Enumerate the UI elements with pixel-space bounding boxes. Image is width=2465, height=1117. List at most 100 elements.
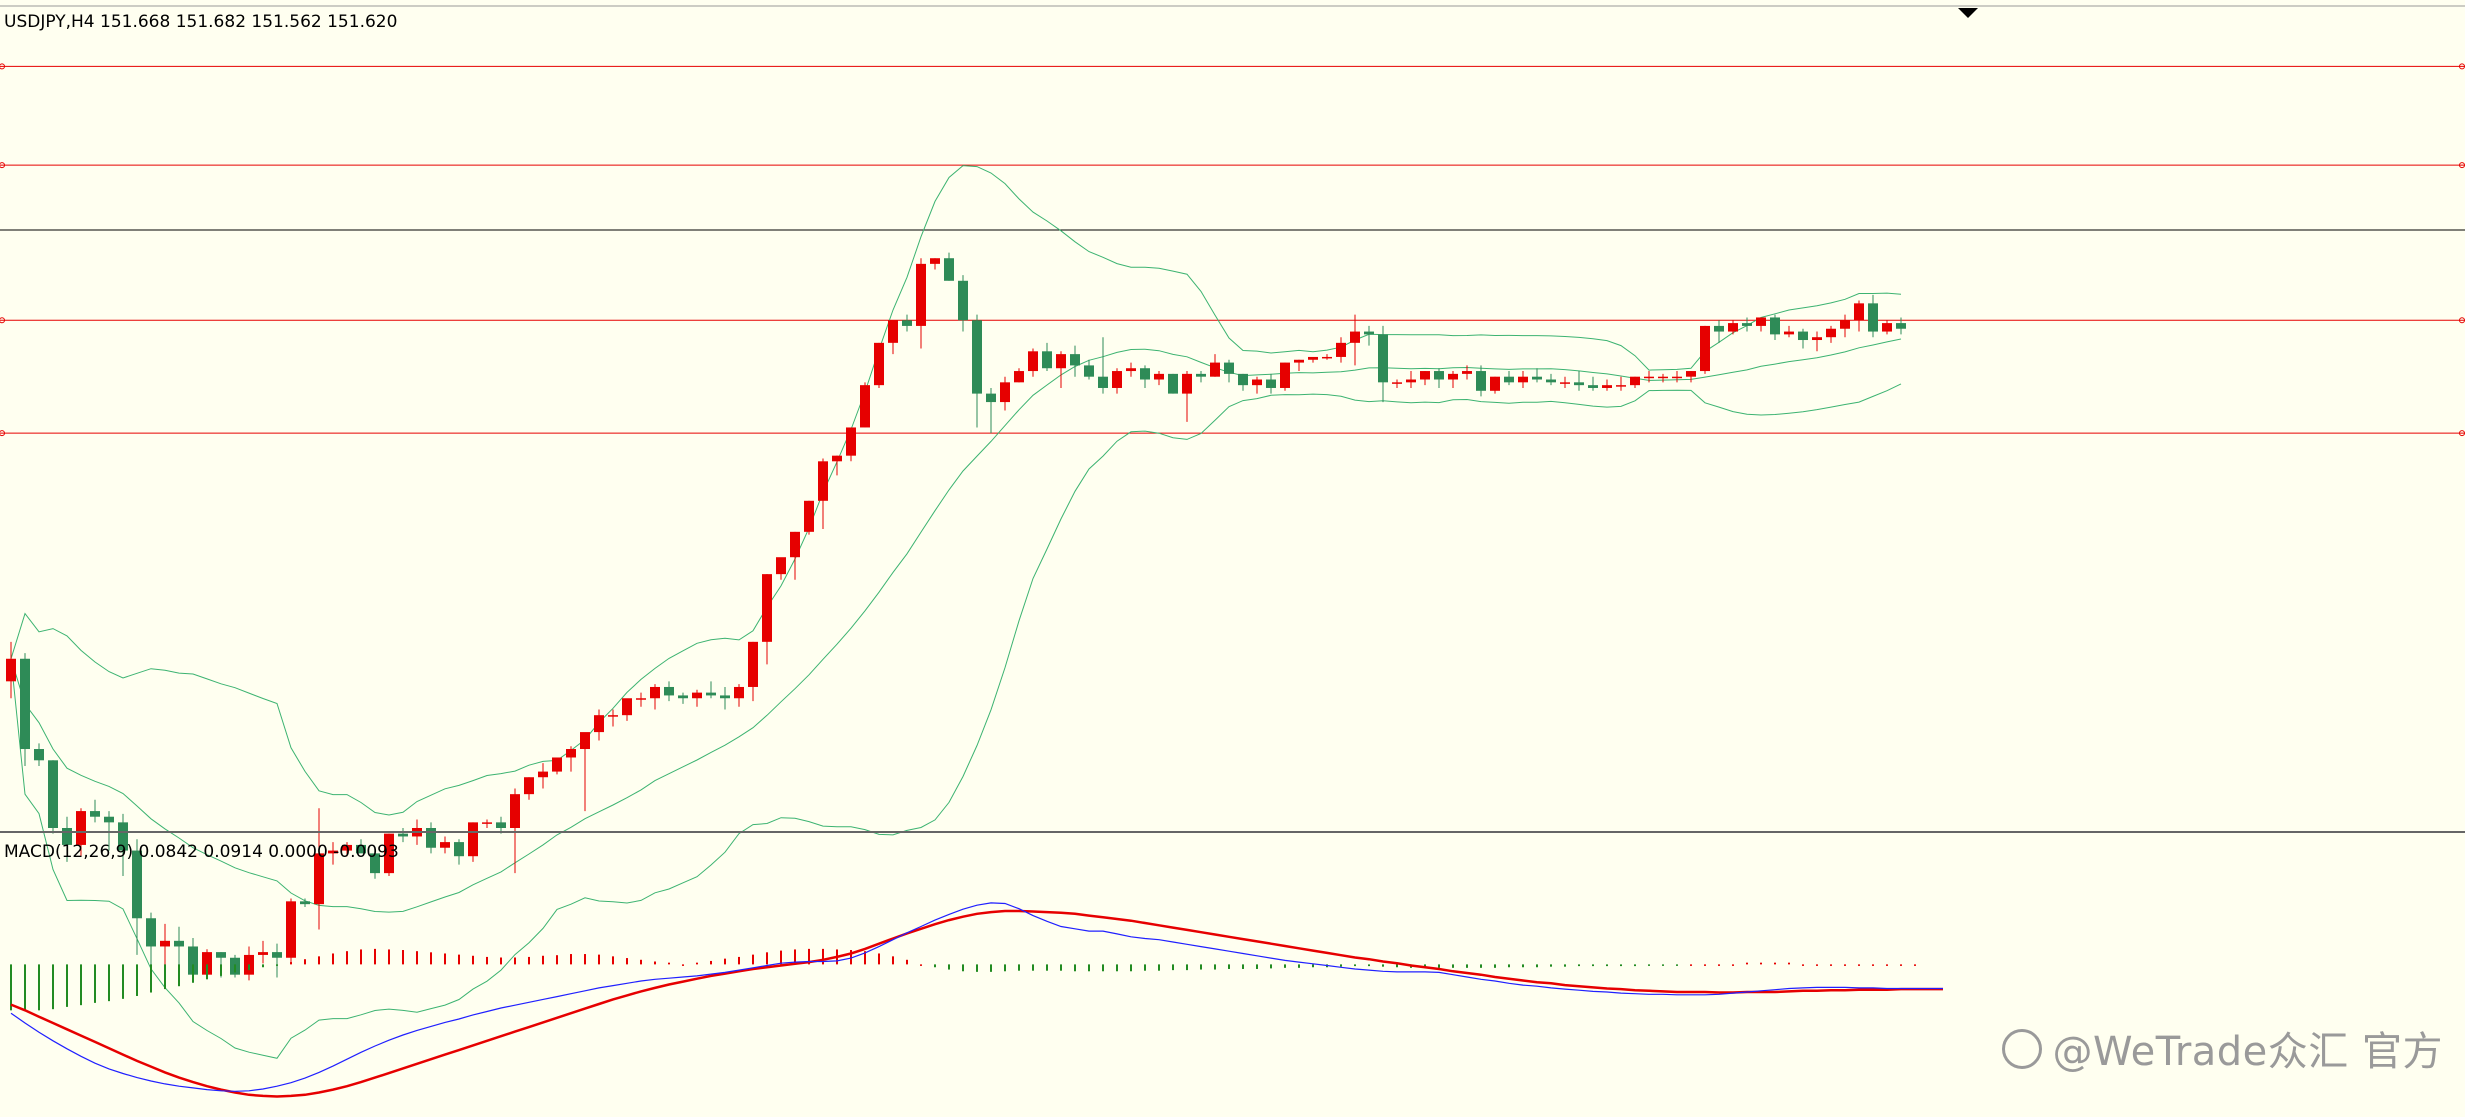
candle-body-80 xyxy=(1126,368,1136,372)
candle-body-132 xyxy=(1854,303,1864,321)
candles xyxy=(6,252,1906,981)
candle-body-77 xyxy=(1084,365,1094,377)
candle-body-121 xyxy=(1700,325,1710,372)
candle-body-8 xyxy=(118,822,128,851)
candle-body-55 xyxy=(776,557,786,575)
candle-body-81 xyxy=(1140,368,1150,380)
candle-body-71 xyxy=(1000,382,1010,403)
candle-body-34 xyxy=(482,822,492,824)
candle-body-66 xyxy=(930,258,940,264)
candle-body-49 xyxy=(692,692,702,699)
candle-body-100 xyxy=(1406,379,1416,383)
candle-body-50 xyxy=(706,692,716,696)
candle-body-82 xyxy=(1154,373,1164,380)
candle-body-19 xyxy=(272,952,282,958)
candle-body-57 xyxy=(804,500,814,532)
bollinger-upper-line xyxy=(10,165,1902,816)
candle-body-60 xyxy=(846,427,856,456)
candle-body-92 xyxy=(1294,359,1304,363)
candle-body-98 xyxy=(1378,334,1388,383)
candle-body-0 xyxy=(6,658,16,682)
candle-body-64 xyxy=(902,320,912,326)
candle-body-1 xyxy=(20,658,30,750)
candle-body-63 xyxy=(888,320,898,343)
candle-body-51 xyxy=(720,695,730,699)
candle-body-28 xyxy=(398,833,408,837)
candle-body-90 xyxy=(1266,379,1276,388)
candle-body-115 xyxy=(1616,385,1626,387)
candle-body-111 xyxy=(1560,382,1570,384)
candle-body-12 xyxy=(174,940,184,947)
chart-shift-marker-icon[interactable] xyxy=(1958,8,1978,18)
candle-body-103 xyxy=(1448,373,1458,380)
candle-body-33 xyxy=(468,822,478,857)
candle-body-25 xyxy=(356,844,366,854)
macd-histogram xyxy=(10,948,1916,1011)
level-marker-left-1 xyxy=(0,162,5,169)
candle-body-134 xyxy=(1882,323,1892,332)
candle-body-6 xyxy=(90,811,100,817)
candle-body-45 xyxy=(636,698,646,700)
candle-body-39 xyxy=(552,757,562,772)
candle-body-46 xyxy=(650,686,660,699)
candle-body-44 xyxy=(622,698,632,716)
candle-body-130 xyxy=(1826,328,1836,338)
candle-body-48 xyxy=(678,695,688,699)
candle-body-96 xyxy=(1350,331,1360,343)
candle-body-95 xyxy=(1336,342,1346,357)
candle-body-123 xyxy=(1728,323,1738,332)
candle-body-15 xyxy=(216,952,226,958)
watermark-logo-icon xyxy=(2002,1029,2043,1069)
candle-body-41 xyxy=(580,732,590,750)
candle-body-117 xyxy=(1644,376,1654,379)
macd-main-line xyxy=(10,902,1943,1092)
candle-body-78 xyxy=(1098,376,1108,388)
bollinger-bands xyxy=(10,165,1902,1059)
candle-body-38 xyxy=(538,771,548,778)
candle-body-30 xyxy=(426,828,436,848)
candle-body-53 xyxy=(748,641,758,687)
candle-body-13 xyxy=(188,946,198,975)
candle-body-27 xyxy=(384,833,394,874)
candle-body-128 xyxy=(1798,331,1808,341)
candle-body-40 xyxy=(566,749,576,758)
candle-body-68 xyxy=(958,280,968,321)
candle-body-52 xyxy=(734,686,744,699)
candle-body-35 xyxy=(496,822,506,828)
candle-body-93 xyxy=(1308,356,1318,360)
candle-body-22 xyxy=(314,853,324,905)
candle-body-124 xyxy=(1742,323,1752,326)
candle-body-91 xyxy=(1280,362,1290,388)
price-header-label: USDJPY,H4 151.668 151.682 151.562 151.62… xyxy=(4,12,397,32)
candle-body-23 xyxy=(328,850,338,854)
candle-body-86 xyxy=(1210,362,1220,377)
candle-body-70 xyxy=(986,393,996,403)
candle-body-76 xyxy=(1070,354,1080,366)
candle-body-10 xyxy=(146,918,156,947)
candle-body-3 xyxy=(48,760,58,828)
candle-body-5 xyxy=(76,811,86,845)
macd-lines xyxy=(10,902,1943,1098)
candle-body-105 xyxy=(1476,371,1486,391)
candle-body-102 xyxy=(1434,371,1444,380)
candle-body-56 xyxy=(790,531,800,558)
candle-body-114 xyxy=(1602,385,1612,388)
candle-body-112 xyxy=(1574,382,1584,386)
candle-body-119 xyxy=(1672,376,1682,379)
candle-body-24 xyxy=(342,844,352,851)
candle-body-94 xyxy=(1322,356,1332,359)
candle-body-26 xyxy=(370,853,380,874)
candle-body-88 xyxy=(1238,373,1248,386)
candle-body-69 xyxy=(972,320,982,394)
macd-signal-line xyxy=(10,909,1943,1098)
candle-body-118 xyxy=(1658,376,1668,379)
candle-body-116 xyxy=(1630,376,1640,386)
candle-body-11 xyxy=(160,940,170,947)
candle-body-79 xyxy=(1112,371,1122,388)
candle-body-72 xyxy=(1014,371,1024,383)
candle-body-18 xyxy=(258,952,268,955)
candle-body-31 xyxy=(440,842,450,848)
candle-body-61 xyxy=(860,385,870,428)
